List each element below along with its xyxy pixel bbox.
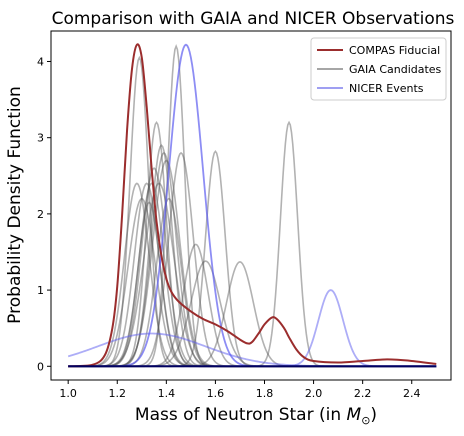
- x-axis: 1.0 1.2 1.4 1.6 1.8 2.0 2.2 2.4: [59, 380, 420, 400]
- x-tick-label: 1.4: [158, 387, 176, 400]
- legend-box: [310, 37, 447, 101]
- nicer-event-curve: [67, 332, 437, 368]
- y-tick-label: 4: [37, 55, 44, 68]
- x-tick-label: 2.4: [403, 387, 421, 400]
- x-axis-label-symbol: M: [347, 405, 362, 425]
- plot-frame: [50, 30, 452, 381]
- gaia-candidate-curve: [68, 261, 437, 368]
- legend-label: GAIA Candidates: [349, 63, 442, 76]
- gaia-candidate-curve: [68, 55, 437, 368]
- y-axis: 0 1 2 3 4: [37, 55, 51, 373]
- legend: COMPAS Fiducial GAIA Candidates NICER Even…: [310, 37, 447, 101]
- y-axis-label: Probability Density Function: [5, 86, 25, 324]
- gaia-candidate-curve: [68, 182, 437, 368]
- y-tick-label: 1: [37, 284, 44, 297]
- x-axis-label: Mass of Neutron Star (in M⊙): [135, 405, 377, 427]
- x-axis-label-subscript: ⊙: [361, 414, 370, 427]
- x-axis-label-text: Mass of Neutron Star (in: [135, 405, 347, 425]
- gaia-candidate-curve: [68, 120, 437, 368]
- gaia-candidate-curve: [68, 260, 437, 368]
- gaia-candidate-curve: [68, 120, 437, 368]
- legend-label: COMPAS Fiducial: [349, 44, 440, 57]
- x-tick-label: 1.0: [59, 387, 77, 400]
- y-tick-label: 3: [37, 132, 44, 145]
- x-tick-label: 2.2: [354, 387, 372, 400]
- x-tick-label: 2.0: [305, 387, 323, 400]
- compas-fiducial-curve: [68, 43, 437, 368]
- y-tick-label: 0: [37, 360, 44, 373]
- chart-title: Comparison with GAIA and NICER Observati…: [52, 9, 455, 29]
- y-tick-label: 2: [37, 208, 44, 221]
- x-tick-label: 1.8: [256, 387, 274, 400]
- x-tick-label: 1.2: [109, 387, 127, 400]
- x-tick-label: 1.6: [207, 387, 225, 400]
- x-axis-label-close: ): [370, 405, 377, 425]
- legend-label: NICER Events: [349, 82, 424, 95]
